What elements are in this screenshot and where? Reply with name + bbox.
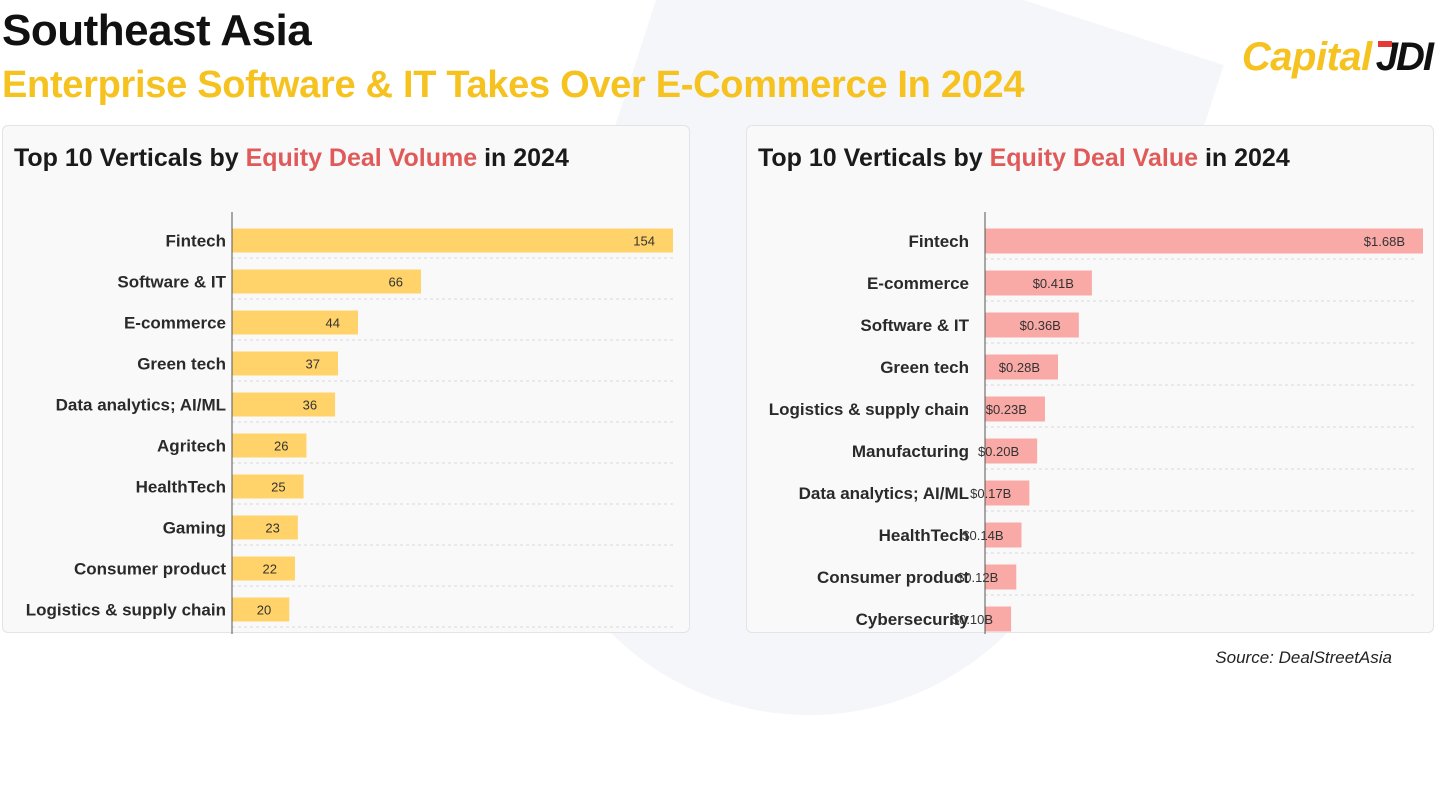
volume-bar	[232, 556, 295, 581]
source-note: Source: DealStreetAsia	[1215, 648, 1392, 667]
capital-jdi-logo: Capital JDI	[1241, 30, 1434, 84]
value-bar	[985, 438, 1038, 464]
value-category-label: HealthTech	[879, 526, 969, 545]
volume-category-label: Software & IT	[117, 273, 226, 292]
volume-title-part-3: in 2024	[477, 144, 569, 172]
volume-category-label: Fintech	[166, 232, 226, 251]
value-category-label: Cybersecurity	[856, 610, 970, 629]
volume-category-label: Data analytics; AI/ML	[56, 396, 226, 415]
value-category-label: Software & IT	[860, 316, 969, 335]
volume-bar-chart: Fintech 154 Software & IT 66 E-commerce 44 Gre…	[26, 212, 673, 634]
volume-category-label: Agritech	[157, 437, 226, 456]
volume-value-label: 25	[271, 480, 285, 495]
volume-bar	[232, 515, 298, 540]
volume-value-label: 26	[274, 439, 288, 454]
value-value-label: $0.14B	[962, 528, 1003, 543]
value-bar	[985, 228, 1423, 254]
value-chart-title: Top 10 Verticals by Equity Deal Value in…	[758, 144, 1290, 173]
value-title-highlight: Equity Deal Value	[989, 144, 1199, 172]
value-value-label: $0.28B	[999, 360, 1040, 375]
logo-mark: JDI	[1375, 34, 1434, 79]
volume-value-label: 154	[633, 234, 655, 249]
logo-text: Capital	[1241, 34, 1372, 79]
value-bar-chart: Fintech $1.68B E-commerce $0.41B Software & …	[769, 212, 1423, 634]
value-chart-panel: Top 10 Verticals by Equity Deal Value in…	[746, 125, 1434, 634]
volume-bar	[232, 310, 358, 335]
value-category-label: Logistics & supply chain	[769, 400, 969, 419]
value-bar	[985, 564, 1017, 590]
volume-chart-panel: Top 10 Verticals by Equity Deal Volume i…	[2, 125, 690, 634]
value-title-part-1: Top 10 Verticals by	[758, 144, 990, 172]
volume-bar	[232, 269, 421, 294]
value-value-label: $1.68B	[1364, 234, 1405, 249]
volume-value-label: 22	[263, 562, 277, 577]
value-value-label: $0.41B	[1033, 276, 1074, 291]
value-bar	[985, 396, 1045, 422]
value-category-label: Manufacturing	[852, 442, 969, 461]
value-value-label: $0.17B	[970, 486, 1011, 501]
value-value-label: $0.12B	[957, 570, 998, 585]
value-category-label: Data analytics; AI/ML	[799, 484, 969, 503]
volume-category-label: Green tech	[137, 355, 226, 374]
volume-category-label: Consumer product	[74, 560, 226, 579]
value-category-label: Green tech	[880, 358, 969, 377]
value-value-label: $0.36B	[1020, 318, 1061, 333]
value-category-label: E-commerce	[867, 274, 969, 293]
value-bar	[985, 270, 1092, 296]
volume-chart-title: Top 10 Verticals by Equity Deal Volume i…	[14, 144, 569, 173]
value-value-label: $0.10B	[952, 612, 993, 627]
volume-value-label: 20	[257, 603, 271, 618]
value-bar	[985, 522, 1022, 548]
volume-bar	[232, 597, 290, 622]
volume-category-label: E-commerce	[124, 314, 226, 333]
volume-category-label: Gaming	[163, 519, 226, 538]
value-bar	[985, 606, 1012, 632]
value-bar	[985, 312, 1079, 338]
volume-title-part-1: Top 10 Verticals by	[14, 144, 246, 172]
volume-bar	[232, 351, 338, 376]
volume-bar	[232, 228, 673, 253]
volume-value-label: 23	[265, 521, 279, 536]
volume-category-label: HealthTech	[136, 478, 226, 497]
volume-bar	[232, 474, 304, 499]
page-title: Southeast Asia	[2, 6, 312, 55]
volume-bar	[232, 392, 336, 417]
page-subtitle: Enterprise Software & IT Takes Over E-Co…	[2, 64, 1025, 106]
volume-title-highlight: Equity Deal Volume	[245, 144, 478, 172]
value-value-label: $0.20B	[978, 444, 1019, 459]
volume-value-label: 66	[389, 275, 403, 290]
value-bar	[985, 354, 1058, 380]
volume-category-label: Logistics & supply chain	[26, 601, 226, 620]
value-title-part-3: in 2024	[1198, 144, 1290, 172]
value-value-label: $0.23B	[986, 402, 1027, 417]
volume-value-label: 44	[326, 316, 340, 331]
volume-value-label: 36	[303, 398, 317, 413]
value-bar	[985, 480, 1030, 506]
volume-value-label: 37	[305, 357, 319, 372]
value-category-label: Consumer product	[817, 568, 969, 587]
volume-bar	[232, 433, 307, 458]
value-category-label: Fintech	[909, 232, 969, 251]
